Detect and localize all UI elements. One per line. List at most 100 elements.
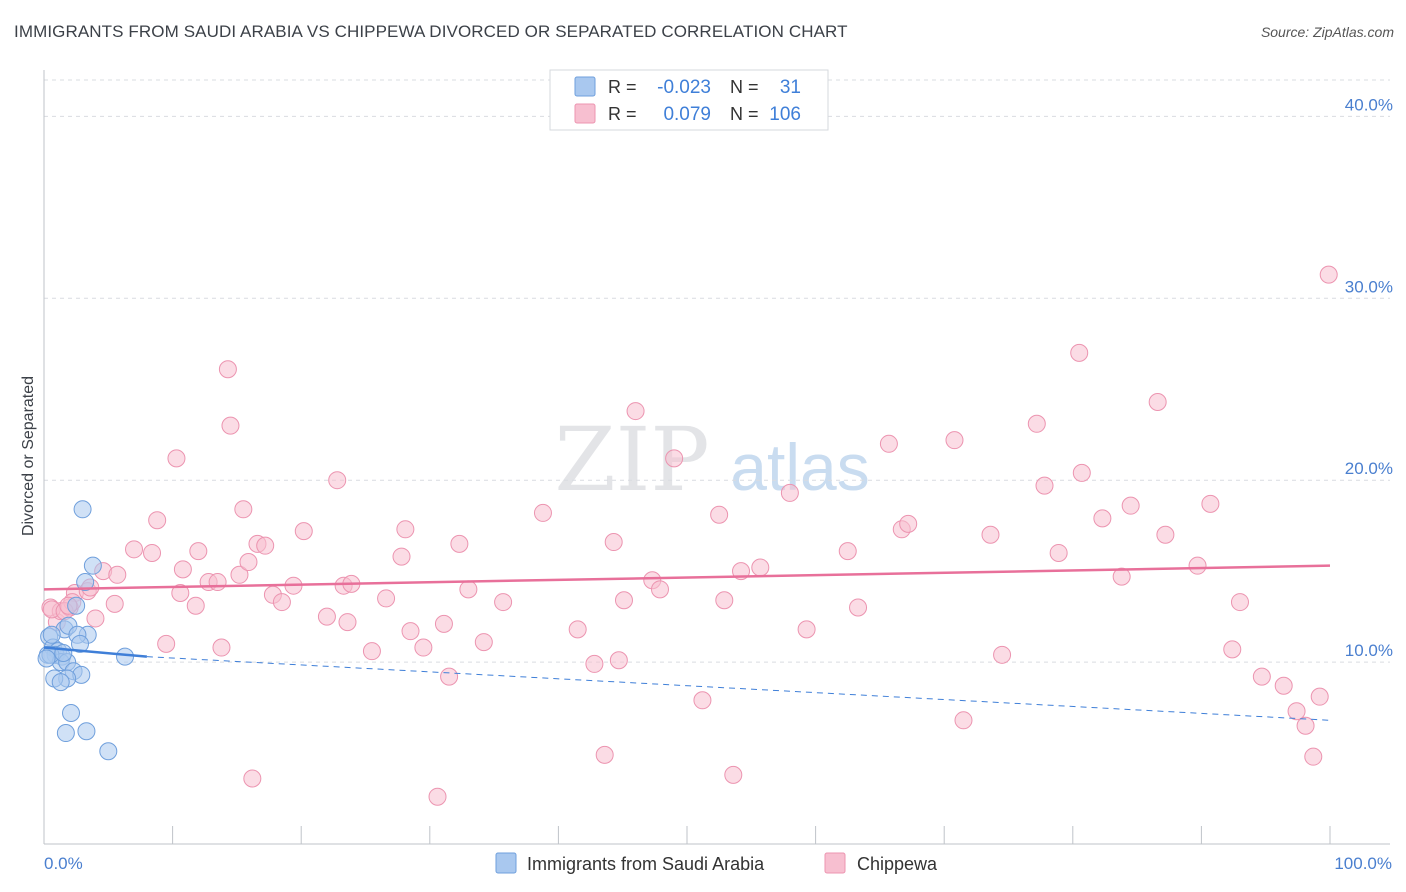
data-point bbox=[595, 745, 614, 764]
x-tick-label-max: 100.0% bbox=[1334, 854, 1392, 873]
source-credit: Source: ZipAtlas.com bbox=[1260, 24, 1394, 40]
data-point bbox=[51, 673, 70, 692]
data-point bbox=[401, 622, 420, 641]
data-point bbox=[1072, 463, 1091, 482]
data-point bbox=[208, 573, 227, 592]
data-point bbox=[377, 589, 396, 608]
series-chippewa bbox=[41, 265, 1338, 806]
stats-r-value-blue: -0.023 bbox=[657, 77, 711, 98]
y-tick-label: 30.0% bbox=[1345, 277, 1393, 296]
data-point bbox=[396, 520, 415, 539]
data-point bbox=[780, 483, 799, 502]
data-point bbox=[899, 514, 918, 533]
data-point bbox=[1188, 556, 1207, 575]
data-point bbox=[83, 556, 102, 575]
data-point bbox=[62, 704, 81, 723]
stats-box-frame bbox=[549, 69, 829, 131]
data-point bbox=[338, 613, 357, 632]
data-point bbox=[1304, 747, 1323, 766]
data-point bbox=[1296, 716, 1315, 735]
data-point bbox=[1156, 525, 1175, 544]
data-point bbox=[459, 580, 478, 599]
data-point bbox=[56, 724, 75, 743]
watermark-zip: ZIP bbox=[554, 408, 709, 511]
stats-r-value-pink: 0.079 bbox=[663, 104, 711, 125]
data-point bbox=[1070, 343, 1089, 362]
data-point bbox=[710, 505, 729, 524]
data-point bbox=[157, 634, 176, 653]
series-saudi-arabia bbox=[37, 500, 135, 761]
data-point bbox=[1252, 667, 1271, 686]
data-point bbox=[362, 642, 381, 661]
data-point bbox=[256, 536, 275, 555]
y-tick-label: 10.0% bbox=[1345, 641, 1393, 660]
data-point bbox=[125, 540, 144, 559]
data-point bbox=[954, 711, 973, 730]
data-point bbox=[414, 638, 433, 657]
data-point bbox=[76, 573, 95, 592]
data-point bbox=[494, 593, 513, 612]
data-point bbox=[116, 647, 135, 666]
data-point bbox=[73, 500, 92, 519]
data-point bbox=[1121, 496, 1140, 515]
data-point bbox=[189, 542, 208, 561]
data-point bbox=[67, 596, 86, 615]
data-point bbox=[1148, 392, 1167, 411]
data-point bbox=[230, 565, 249, 584]
data-point bbox=[650, 580, 669, 599]
x-tick-label-min: 0.0% bbox=[44, 854, 83, 873]
data-point bbox=[173, 560, 192, 579]
data-point bbox=[945, 431, 964, 450]
data-point bbox=[533, 503, 552, 522]
data-point bbox=[1112, 567, 1131, 586]
data-point bbox=[1223, 640, 1242, 659]
data-point bbox=[568, 620, 587, 639]
data-point bbox=[317, 607, 336, 626]
y-axis-label: Divorced or Separated bbox=[20, 376, 37, 536]
data-point bbox=[724, 765, 743, 784]
data-point bbox=[434, 614, 453, 633]
data-point bbox=[474, 633, 493, 652]
y-tick-label: 40.0% bbox=[1345, 95, 1393, 114]
data-point bbox=[167, 449, 186, 468]
data-point bbox=[108, 565, 127, 584]
data-point bbox=[243, 769, 262, 788]
trend-line-saudi-arabia bbox=[43, 646, 147, 658]
stats-swatch-blue bbox=[574, 76, 596, 97]
data-point bbox=[42, 625, 61, 644]
data-point bbox=[693, 691, 712, 710]
stats-r-label-pink: R = bbox=[608, 104, 637, 124]
data-point bbox=[428, 787, 447, 806]
data-point bbox=[715, 591, 734, 610]
y-tick-labels: 10.0% 20.0% 30.0% 40.0% bbox=[1345, 95, 1393, 660]
data-point bbox=[272, 593, 291, 612]
data-point bbox=[86, 609, 105, 628]
data-point bbox=[1049, 543, 1068, 562]
chart-title: IMMIGRANTS FROM SAUDI ARABIA VS CHIPPEWA… bbox=[14, 22, 848, 41]
legend-label-chippewa: Chippewa bbox=[857, 854, 938, 874]
data-point bbox=[1319, 265, 1338, 284]
y-tick-label: 20.0% bbox=[1345, 459, 1393, 478]
data-point bbox=[221, 416, 240, 435]
data-point bbox=[1035, 476, 1054, 495]
stats-n-label-blue: N = bbox=[730, 77, 759, 97]
data-point bbox=[186, 596, 205, 615]
stats-r-label-blue: R = bbox=[608, 77, 637, 97]
data-point bbox=[294, 522, 313, 541]
data-point bbox=[71, 634, 90, 653]
data-point bbox=[1274, 676, 1293, 695]
data-point bbox=[1287, 702, 1306, 721]
watermark-atlas: atlas bbox=[730, 430, 869, 504]
data-point bbox=[37, 649, 56, 668]
stats-swatch-pink bbox=[574, 103, 596, 124]
trend-line-saudi-arabia-extended bbox=[146, 656, 1331, 721]
data-point bbox=[1027, 414, 1046, 433]
data-point bbox=[585, 654, 604, 673]
data-point bbox=[440, 667, 459, 686]
data-point bbox=[234, 500, 253, 519]
data-point bbox=[849, 598, 868, 617]
data-point bbox=[838, 542, 857, 561]
data-point bbox=[1093, 509, 1112, 528]
data-point bbox=[604, 533, 623, 552]
